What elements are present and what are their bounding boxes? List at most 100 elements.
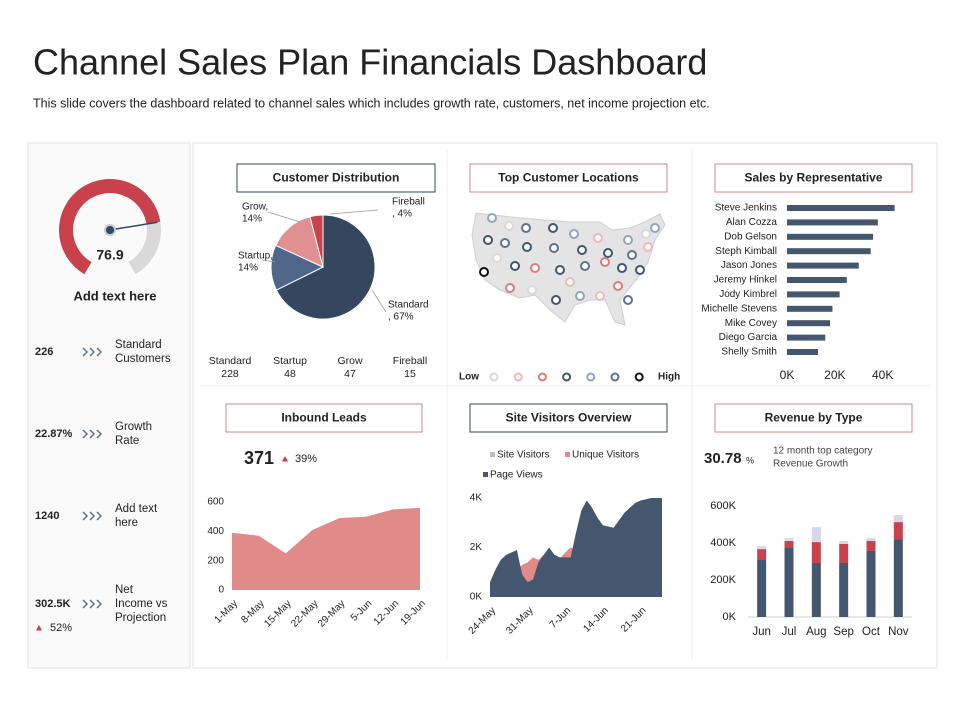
bar-segment bbox=[784, 538, 794, 541]
headline-note: 12 month top category bbox=[773, 446, 873, 457]
y-tick-label: Diego Garcia bbox=[719, 332, 778, 343]
kpi-label: Standard bbox=[115, 339, 162, 351]
chevron-icon bbox=[82, 599, 89, 609]
chevron-icon bbox=[82, 347, 89, 357]
leader-line bbox=[329, 209, 379, 215]
gauge-value: 76.9 bbox=[96, 247, 123, 263]
up-arrow bbox=[36, 625, 42, 631]
map-dot bbox=[521, 223, 531, 233]
bar-segment bbox=[866, 540, 876, 551]
x-tick-label: 20K bbox=[824, 368, 845, 382]
bar bbox=[787, 291, 840, 298]
bar-segment bbox=[784, 547, 794, 617]
kpi-value: 22.87% bbox=[35, 428, 73, 440]
y-tick-label: Shelly Smith bbox=[721, 347, 777, 358]
legend-swatch bbox=[565, 452, 570, 457]
map-dot bbox=[548, 223, 558, 233]
leader-line bbox=[261, 259, 276, 263]
bar-segment bbox=[893, 539, 903, 617]
pie-label: , 67% bbox=[388, 312, 414, 323]
kpi-value: 1240 bbox=[35, 510, 59, 522]
y-tick-label: Dob Gelson bbox=[724, 231, 777, 242]
chart-title: Sales by Representative bbox=[744, 171, 882, 185]
bar bbox=[787, 233, 874, 240]
bar-segment bbox=[757, 546, 767, 550]
bar bbox=[787, 205, 895, 211]
bar bbox=[787, 248, 871, 255]
chevron-icon bbox=[89, 599, 96, 609]
gauge-bar bbox=[59, 179, 161, 275]
bar-segment bbox=[839, 540, 849, 544]
chevron-icon bbox=[96, 511, 103, 521]
y-tick-label: 2K bbox=[470, 542, 483, 553]
chevron-icon bbox=[89, 347, 96, 357]
headline-value: 30.78 bbox=[704, 450, 742, 467]
us-map bbox=[471, 212, 666, 326]
gauge-label: Add text here bbox=[73, 288, 156, 303]
bar-segment bbox=[866, 550, 876, 617]
x-tick-label: Oct bbox=[862, 626, 881, 638]
x-tick-label: Nov bbox=[888, 626, 909, 638]
pie-slice bbox=[275, 214, 376, 320]
map-dot bbox=[643, 242, 653, 252]
map-dot bbox=[635, 265, 645, 275]
map-dot bbox=[603, 248, 613, 258]
map-dot bbox=[500, 238, 510, 248]
pie-label: , 4% bbox=[392, 209, 412, 220]
map-dot bbox=[595, 291, 605, 301]
chart-title: Site Visitors Overview bbox=[506, 411, 633, 425]
map-dot bbox=[600, 257, 610, 267]
legend-label: Site Visitors bbox=[497, 450, 550, 461]
legend-dot bbox=[513, 372, 523, 382]
map-dot bbox=[522, 242, 532, 252]
pie-label: 14% bbox=[238, 263, 258, 274]
y-tick-label: Jody Kimbrel bbox=[719, 289, 777, 300]
kpi-label: Rate bbox=[115, 435, 139, 447]
area bbox=[490, 498, 662, 597]
pie-label: Standard bbox=[388, 300, 429, 311]
chart-header bbox=[714, 163, 913, 193]
map-dot bbox=[617, 263, 627, 273]
table-value: 48 bbox=[284, 368, 296, 380]
up-arrow bbox=[282, 456, 288, 462]
bar bbox=[787, 320, 831, 327]
y-tick-label: 0 bbox=[218, 585, 224, 596]
y-tick-label: 200K bbox=[710, 574, 736, 586]
map-dot bbox=[555, 265, 565, 275]
bar bbox=[787, 277, 847, 283]
gauge-hub bbox=[104, 224, 116, 236]
map-dot bbox=[575, 291, 585, 301]
leader-line bbox=[371, 289, 387, 313]
map-dot bbox=[483, 235, 493, 245]
y-tick-label: Michelle Stevens bbox=[701, 303, 777, 314]
bar-segment bbox=[757, 549, 767, 561]
chevron-icon bbox=[96, 347, 103, 357]
headline-value: 371 bbox=[244, 448, 274, 468]
legend-label: Unique Visitors bbox=[572, 450, 639, 461]
kpi-label: Customers bbox=[115, 353, 171, 365]
kpi-label: Growth bbox=[115, 421, 152, 433]
legend-dot bbox=[537, 372, 547, 382]
chart-title: Customer Distribution bbox=[273, 171, 400, 185]
y-tick-label: Steph Kimball bbox=[715, 246, 777, 257]
x-tick-label: Aug bbox=[806, 626, 826, 638]
y-tick-label: 4K bbox=[470, 493, 483, 504]
legend-label: Page Views bbox=[490, 470, 543, 481]
map-dot bbox=[627, 250, 637, 260]
chevron-icon bbox=[96, 599, 103, 609]
map-dot bbox=[530, 263, 540, 273]
bar bbox=[787, 349, 819, 355]
chart-header bbox=[469, 403, 668, 433]
table-header: Startup bbox=[273, 355, 307, 367]
map-dot bbox=[487, 213, 497, 223]
legend-dot bbox=[634, 372, 644, 382]
bar-segment bbox=[784, 540, 794, 548]
chevron-icon bbox=[82, 429, 89, 439]
chart-header bbox=[225, 403, 423, 433]
bar bbox=[787, 305, 833, 312]
kpi-change: 52% bbox=[50, 622, 72, 634]
y-tick-label: 400K bbox=[710, 537, 736, 549]
legend-dot bbox=[489, 372, 499, 382]
bar bbox=[787, 219, 878, 226]
headline-change: 39% bbox=[295, 453, 317, 465]
